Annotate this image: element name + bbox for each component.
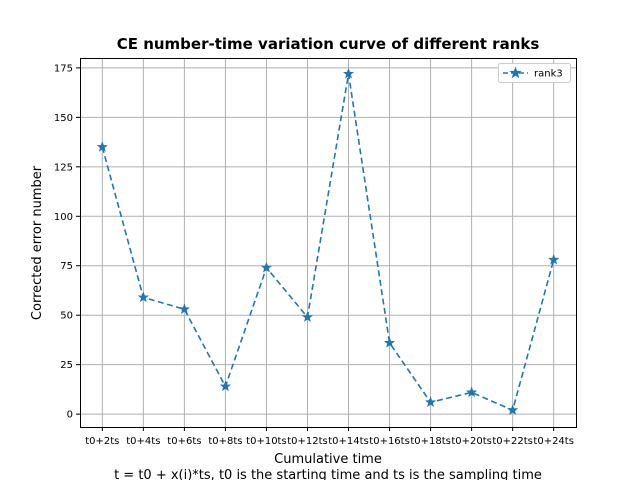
series-layer <box>96 67 560 415</box>
data-point-marker <box>466 386 478 398</box>
series-line-rank3 <box>101 73 555 412</box>
data-point-marker <box>425 396 437 408</box>
y-axis-label: Corrected error number <box>30 165 45 320</box>
data-point-marker <box>219 380 231 392</box>
x-axis-caption: t = t0 + x(i)*ts, t0 is the starting tim… <box>114 468 542 480</box>
y-tick-label: 125 <box>54 162 73 173</box>
y-tick-label: 50 <box>60 311 73 322</box>
data-point-marker <box>548 253 560 265</box>
y-tick-label: 175 <box>54 63 73 74</box>
data-point-marker <box>507 404 519 415</box>
grid <box>80 58 576 427</box>
data-point-marker <box>342 67 355 79</box>
x-tick-label: t0+22ts <box>492 436 533 447</box>
legend-box <box>498 63 571 83</box>
y-tick-label: 25 <box>60 360 73 371</box>
x-tick-label: t0+2ts <box>85 436 119 447</box>
data-point-marker <box>178 303 190 315</box>
x-tick-label: t0+14ts <box>328 436 369 447</box>
legend-star-marker <box>509 66 522 79</box>
plot-frame <box>80 58 577 428</box>
x-tick-label: t0+16ts <box>369 436 410 447</box>
data-point-marker <box>301 311 314 322</box>
x-tick-label: t0+4ts <box>126 436 160 447</box>
x-tick-label: t0+6ts <box>167 436 201 447</box>
y-axis-ticks: 0 25 50 75 100 125 150 175 <box>54 63 80 421</box>
x-tick-label: t0+8ts <box>208 436 242 447</box>
x-axis-label: Cumulative time <box>274 452 382 467</box>
y-tick-label: 0 <box>67 410 73 421</box>
legend: rank3 <box>498 63 571 83</box>
y-tick-label: 75 <box>60 261 73 272</box>
data-point-marker <box>383 337 396 348</box>
x-tick-label: t0+10ts <box>246 436 287 447</box>
data-point-marker <box>260 261 273 273</box>
x-axis-ticks: t0+2ts t0+4ts t0+6ts t0+8ts t0+10ts t0+12ts t0… <box>85 427 574 447</box>
data-point-marker <box>137 291 149 303</box>
x-tick-label: t0+24ts <box>533 436 574 447</box>
data-point-marker <box>96 141 108 152</box>
legend-label-rank3: rank3 <box>534 69 563 80</box>
x-tick-label: t0+18ts <box>410 436 451 447</box>
chart-title: CE number-time variation curve of differ… <box>117 35 540 53</box>
x-tick-label: t0+12ts <box>287 436 328 447</box>
y-tick-label: 100 <box>54 212 73 223</box>
y-tick-label: 150 <box>54 113 73 124</box>
x-tick-label: t0+20ts <box>451 436 492 447</box>
